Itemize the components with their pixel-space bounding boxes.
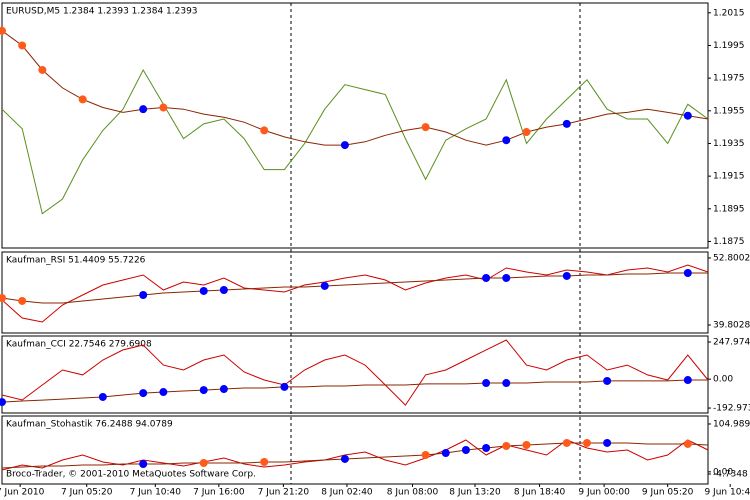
signal-dot <box>562 438 571 447</box>
panel-title: Kaufman_Stohastik 76.2488 94.0789 <box>6 420 173 430</box>
panel-frame <box>1 2 709 249</box>
signal-dot <box>502 441 511 450</box>
y-tick-label: 1.1915 <box>713 172 745 182</box>
signal-dot <box>18 296 27 305</box>
signal-dot <box>320 281 329 290</box>
signal-dot <box>482 273 491 282</box>
series-line <box>1 339 709 406</box>
signal-dot <box>0 398 6 407</box>
x-tick-label: 8 Jun 18:40 <box>514 488 566 498</box>
series-line <box>1 379 708 403</box>
y-tick-label: 1.1935 <box>713 139 745 149</box>
signal-dot <box>38 65 47 74</box>
y-tick-label: 1.1955 <box>713 106 745 116</box>
y-tick-label: 104.9896 <box>713 419 750 429</box>
x-tick-label: 7 Jun 10:40 <box>130 488 182 498</box>
signal-dot <box>502 379 511 388</box>
signal-dot <box>683 439 692 448</box>
signal-dot <box>522 128 531 137</box>
y-tick-label: -4.7348 <box>713 469 748 479</box>
signal-dot <box>421 123 430 132</box>
signal-dot <box>0 293 6 302</box>
x-tick-label: 9 Jun 05:20 <box>642 488 694 498</box>
y-tick-label: 1.1995 <box>713 41 745 51</box>
y-tick-label: 1.2015 <box>713 8 745 18</box>
panel-frame <box>1 251 709 334</box>
signal-dot <box>260 457 269 466</box>
x-tick-label: 9 Jun 10:40 <box>704 488 750 498</box>
y-tick-label: 39.8028 <box>713 320 750 330</box>
x-tick-label: 7 Jun 16:00 <box>193 488 245 498</box>
signal-dot <box>562 271 571 280</box>
y-tick-label: 1.1875 <box>713 237 745 247</box>
signal-dot <box>139 389 148 398</box>
signal-dot <box>562 119 571 128</box>
signal-dot <box>683 268 692 277</box>
signal-dot <box>280 382 289 391</box>
signal-dot <box>603 376 612 385</box>
signal-dot <box>340 454 349 463</box>
x-tick-label: 8 Jun 08:00 <box>387 488 439 498</box>
copyright: Broco-Trader, © 2001-2010 MetaQuotes Sof… <box>6 470 256 480</box>
panel-title: Kaufman_CCI 22.7546 279.6908 <box>6 340 152 350</box>
signal-dot <box>603 438 612 447</box>
signal-dot <box>219 285 228 294</box>
signal-dot <box>421 451 430 460</box>
signal-dot <box>139 291 148 300</box>
y-tick-label: 1.1895 <box>713 204 745 214</box>
signal-dot <box>199 458 208 467</box>
series-line <box>1 264 709 323</box>
signal-dot <box>219 385 228 394</box>
y-tick-label: 0.00 <box>713 467 733 477</box>
y-tick-label: 1.1975 <box>713 74 745 84</box>
signal-dot <box>199 286 208 295</box>
signal-dot <box>522 440 531 449</box>
signal-dot <box>139 459 148 468</box>
x-tick-label: 9 Jun 00:00 <box>578 488 630 498</box>
x-tick-label: 8 Jun 13:20 <box>449 488 501 498</box>
x-tick-label: 7 Jun 2010 <box>0 488 45 498</box>
x-tick-label: 7 Jun 05:20 <box>61 488 113 498</box>
y-tick-label: -192.973 <box>713 404 750 414</box>
signal-dot <box>98 392 107 401</box>
signal-dot <box>683 111 692 120</box>
signal-dot <box>482 443 491 452</box>
signal-dot <box>340 141 349 150</box>
panel-title: Kaufman_RSI 51.4409 55.7226 <box>6 256 146 266</box>
y-tick-label: 0.00 <box>713 375 733 385</box>
signal-dot <box>441 449 450 458</box>
signal-dot <box>683 376 692 385</box>
signal-dot <box>582 438 591 447</box>
series-line <box>1 272 708 304</box>
y-tick-label: 247.9741 <box>713 337 750 347</box>
x-tick-label: 7 Jun 21:20 <box>258 488 310 498</box>
signal-dot <box>159 388 168 397</box>
signal-dot <box>159 103 168 112</box>
signal-dot <box>199 386 208 395</box>
signal-dot <box>18 41 27 50</box>
series-line <box>1 68 709 215</box>
panel-frame <box>1 335 709 414</box>
signal-dot <box>0 26 6 35</box>
x-tick-label: 8 Jun 02:40 <box>321 488 373 498</box>
signal-dot <box>139 105 148 114</box>
signal-dot <box>78 95 87 104</box>
signal-dot <box>502 136 511 145</box>
signal-dot <box>502 273 511 282</box>
y-tick-label: 52.8002 <box>713 253 750 263</box>
series-line <box>1 30 709 146</box>
signal-dot <box>260 126 269 135</box>
signal-dot <box>482 379 491 388</box>
panel-title: EURUSD,M5 1.2384 1.2393 1.2384 1.2393 <box>6 7 198 17</box>
signal-dot <box>461 446 470 454</box>
